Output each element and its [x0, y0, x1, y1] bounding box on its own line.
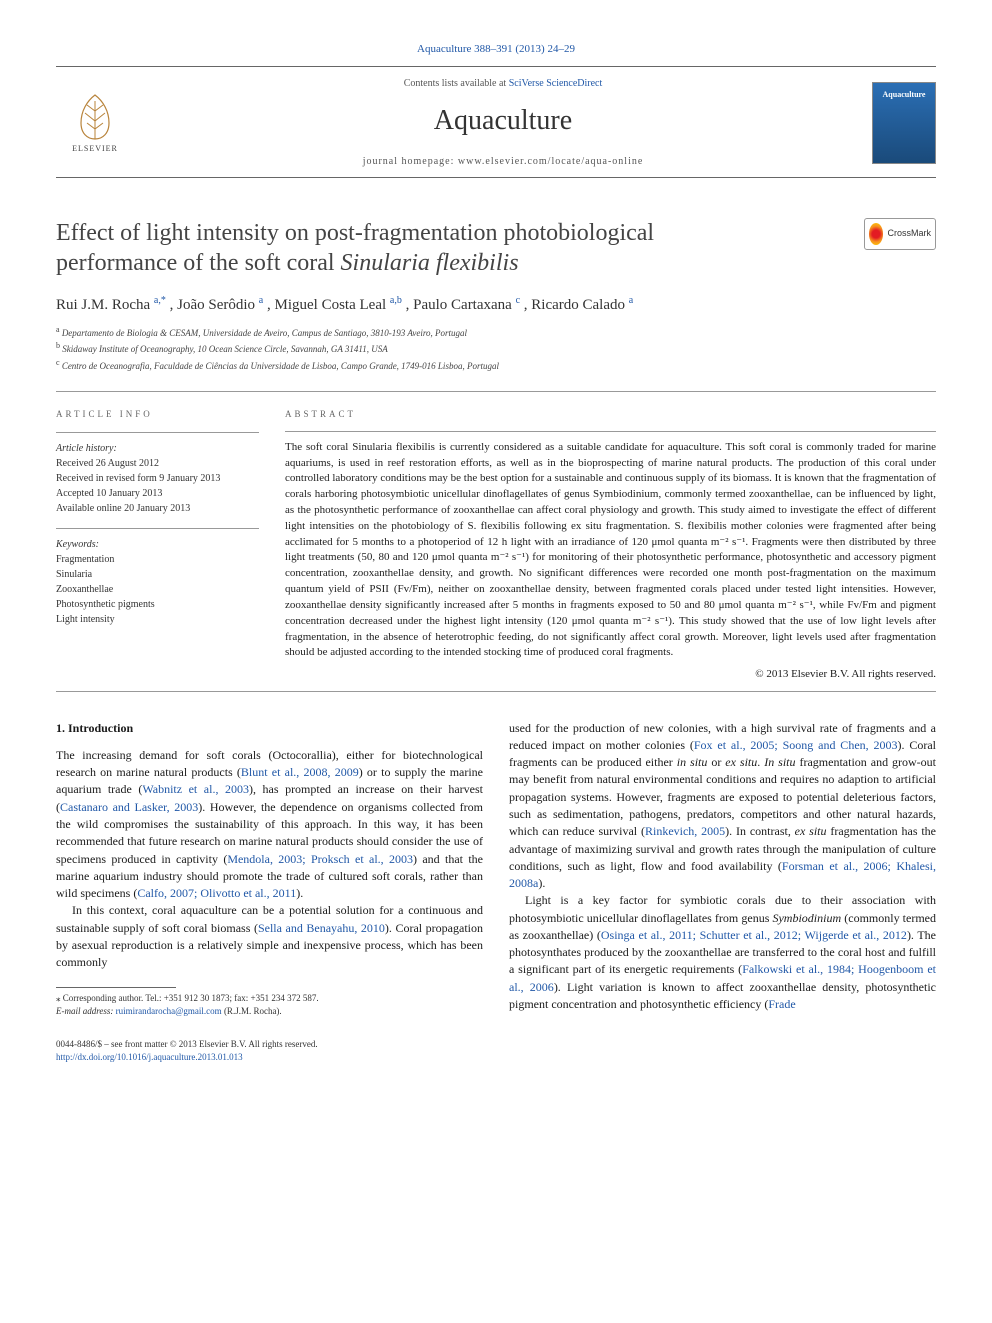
corresponding-author-footnote: ⁎ Corresponding author. Tel.: +351 912 3… — [56, 992, 483, 1017]
affiliations: a Departamento de Biologia & CESAM, Univ… — [56, 324, 936, 374]
history-label: Article history: — [56, 441, 259, 456]
keywords-label: Keywords: — [56, 537, 259, 552]
sciencedirect-link[interactable]: SciVerse ScienceDirect — [509, 78, 603, 89]
journal-homepage: journal homepage: www.elsevier.com/locat… — [134, 155, 872, 169]
citation-link[interactable]: Aquaculture 388–391 (2013) 24–29 — [417, 43, 575, 55]
crossmark-icon — [869, 223, 883, 245]
divider — [56, 391, 936, 392]
copyright-line: © 2013 Elsevier B.V. All rights reserved… — [285, 667, 936, 682]
publisher-logo: ELSEVIER — [56, 82, 134, 164]
cite-link[interactable]: Rinkevich, 2005 — [645, 824, 725, 838]
cite-link[interactable]: Osinga et al., 2011; Schutter et al., 20… — [601, 928, 907, 942]
section-heading: 1. Introduction — [56, 720, 483, 737]
abstract-col: ABSTRACT The soft coral Sinularia flexib… — [285, 408, 936, 683]
body-col-right: used for the production of new colonies,… — [509, 720, 936, 1064]
crossmark-badge[interactable]: CrossMark — [864, 218, 936, 250]
footnote-divider — [56, 987, 176, 988]
journal-homepage-url[interactable]: www.elsevier.com/locate/aqua-online — [458, 156, 643, 167]
cite-link[interactable]: Frade — [768, 997, 795, 1011]
author-list: Rui J.M. Rocha a,* , João Serôdio a , Mi… — [56, 294, 936, 316]
abstract-head: ABSTRACT — [285, 408, 936, 421]
cite-link[interactable]: Fox et al., 2005; Soong and Chen, 2003 — [694, 738, 898, 752]
cite-link[interactable]: Mendola, 2003; Proksch et al., 2003 — [227, 852, 413, 866]
article-info-head: ARTICLE INFO — [56, 408, 259, 422]
email-link[interactable]: ruimirandarocha@gmail.com — [116, 1006, 222, 1016]
cite-link[interactable]: Calfo, 2007; Olivotto et al., 2011 — [137, 886, 296, 900]
article-title: Effect of light intensity on post-fragme… — [56, 218, 852, 278]
cite-link[interactable]: Castanaro and Lasker, 2003 — [60, 800, 198, 814]
article-info-col: ARTICLE INFO Article history: Received 2… — [56, 408, 259, 683]
contents-line: Contents lists available at SciVerse Sci… — [134, 77, 872, 91]
page-footer: 0044-8486/$ – see front matter © 2013 El… — [56, 1038, 483, 1064]
publisher-name: ELSEVIER — [72, 143, 118, 154]
elsevier-tree-icon — [73, 91, 117, 143]
journal-name: Aquaculture — [134, 101, 872, 140]
abstract-text: The soft coral Sinularia flexibilis is c… — [285, 440, 936, 662]
body-col-left: 1. Introduction The increasing demand fo… — [56, 720, 483, 1064]
citation-line: Aquaculture 388–391 (2013) 24–29 — [56, 42, 936, 57]
divider — [56, 691, 936, 692]
cite-link[interactable]: Wabnitz et al., 2003 — [142, 782, 249, 796]
doi-link[interactable]: http://dx.doi.org/10.1016/j.aquaculture.… — [56, 1052, 243, 1062]
journal-cover-thumb: Aquaculture — [872, 82, 936, 164]
cite-link[interactable]: Sella and Benayahu, 2010 — [258, 921, 385, 935]
masthead: ELSEVIER Contents lists available at Sci… — [56, 66, 936, 177]
cite-link[interactable]: Blunt et al., 2008, 2009 — [241, 765, 359, 779]
